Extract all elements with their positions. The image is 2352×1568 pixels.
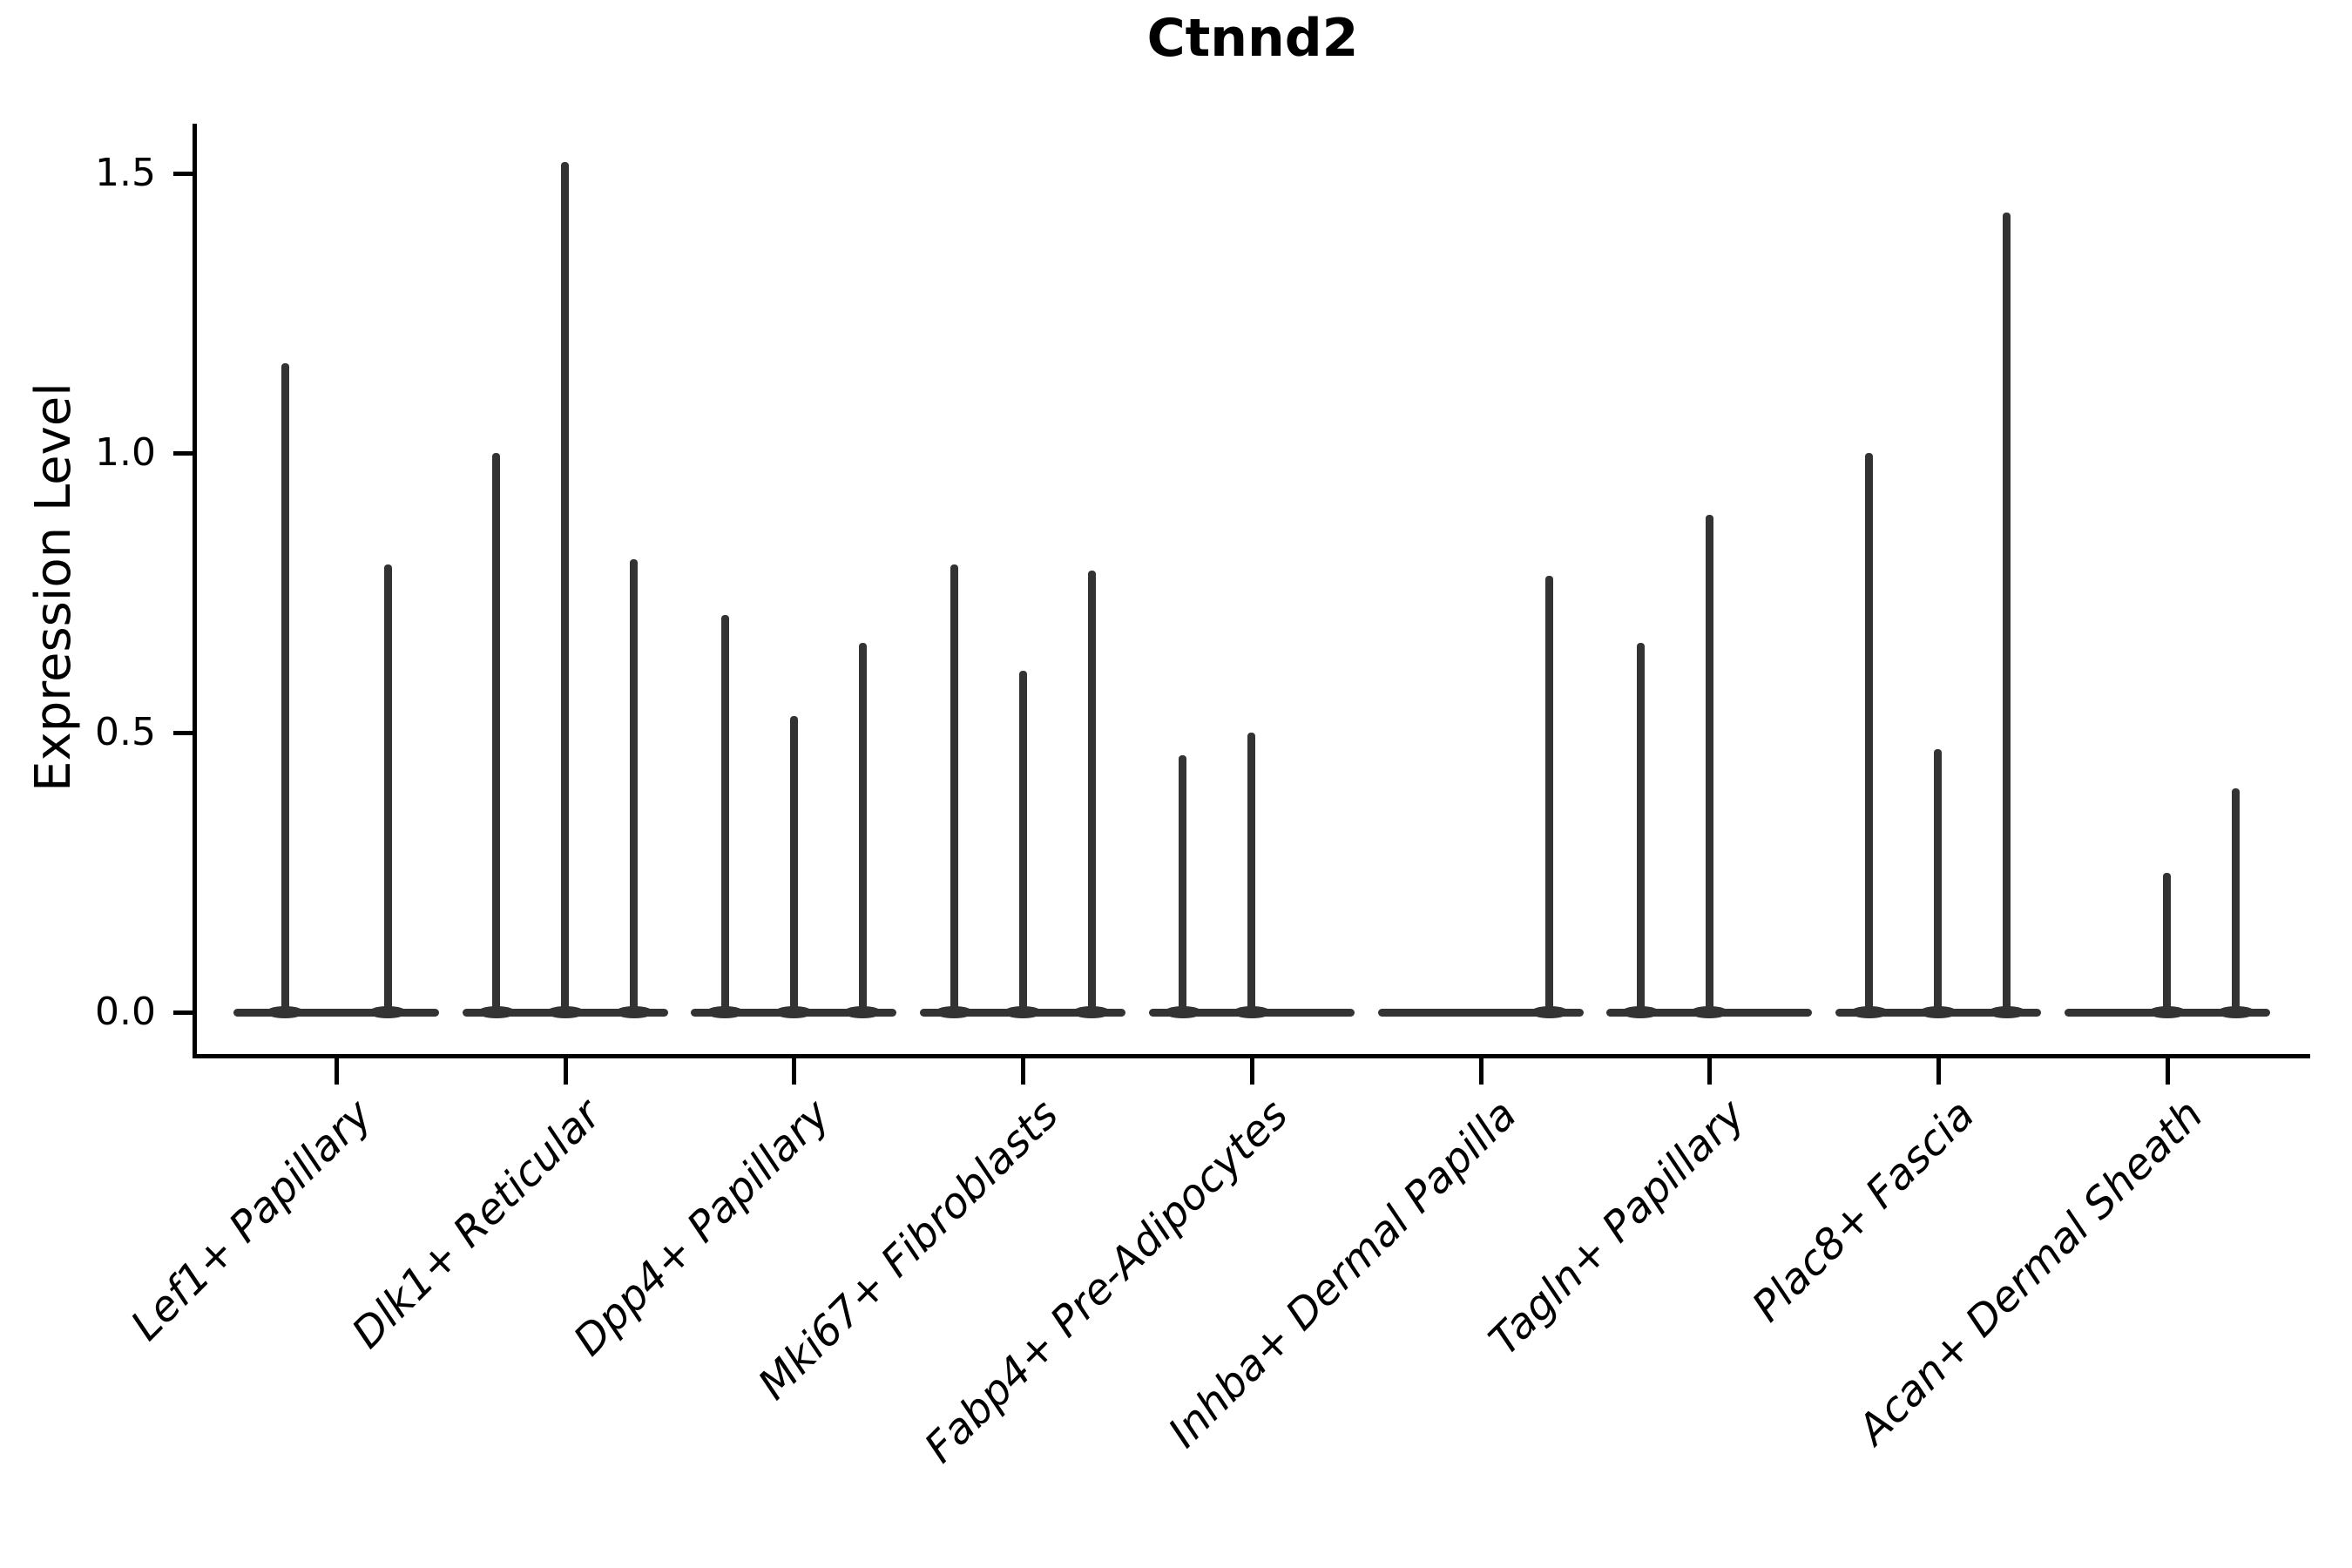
- violin-spike: [1934, 749, 1943, 1012]
- violin-spike: [858, 643, 867, 1012]
- violin-spike: [280, 363, 289, 1012]
- y-tick: [173, 172, 193, 176]
- violin-base-bump: [476, 1006, 516, 1018]
- violin-spike: [383, 564, 392, 1012]
- violin-base-bump: [614, 1006, 653, 1018]
- violin-base-bump: [1072, 1006, 1112, 1018]
- violin-base-bump: [1621, 1006, 1660, 1018]
- x-tick: [1707, 1058, 1713, 1085]
- x-tick-label: Tagln+ Papillary: [1480, 1090, 1755, 1365]
- y-tick-label: 1.5: [95, 151, 156, 195]
- violin-spike: [950, 564, 958, 1012]
- x-tick-label: Lef1+ Papillary: [122, 1090, 382, 1350]
- x-tick: [563, 1058, 568, 1085]
- violin-base-bump: [1918, 1006, 1957, 1018]
- y-axis-label: Expression Level: [25, 382, 82, 792]
- plot-title: Ctnnd2: [1146, 8, 1359, 69]
- y-tick: [173, 1010, 193, 1015]
- violin-spike: [1705, 514, 1713, 1012]
- violin-spike: [1018, 671, 1027, 1012]
- violin-base-bump: [1987, 1006, 2026, 1018]
- violin-base-bump: [843, 1006, 882, 1018]
- violin-base-bump: [266, 1006, 304, 1018]
- x-tick-label: Fabp4+ Pre-Adipocytes: [915, 1090, 1297, 1473]
- violin-base-bump: [1232, 1006, 1271, 1018]
- violin-base-bump: [935, 1006, 974, 1018]
- violin-spike: [561, 162, 570, 1012]
- violin-base-bump: [2216, 1006, 2255, 1018]
- violin-spike: [1247, 733, 1256, 1012]
- x-axis: [193, 1054, 2310, 1058]
- y-tick: [173, 451, 193, 456]
- violin-base-bump: [368, 1006, 407, 1018]
- x-tick: [2165, 1058, 2170, 1085]
- x-tick: [1478, 1058, 1484, 1085]
- violin-spike: [1087, 570, 1096, 1012]
- violin-spike: [1545, 576, 1553, 1012]
- violin-spike: [720, 615, 729, 1012]
- violin-base-bump: [1004, 1006, 1043, 1018]
- violin-spike: [492, 453, 501, 1012]
- violin-spike: [1636, 643, 1645, 1012]
- violin-spike: [2003, 212, 2011, 1012]
- x-tick: [1936, 1058, 1941, 1085]
- x-tick: [792, 1058, 797, 1085]
- violin-base-bump: [1163, 1006, 1202, 1018]
- y-axis: [193, 124, 197, 1058]
- x-tick: [1249, 1058, 1254, 1085]
- y-tick-label: 1.0: [95, 430, 156, 475]
- violin-base-bump: [706, 1006, 745, 1018]
- violin-base-bump: [774, 1006, 814, 1018]
- y-tick-label: 0.0: [95, 990, 156, 1034]
- x-tick: [335, 1058, 339, 1085]
- violin-spike: [1865, 453, 1874, 1012]
- y-tick: [173, 731, 193, 735]
- y-tick-label: 0.5: [95, 710, 156, 754]
- violin-spike: [789, 715, 798, 1012]
- violin-zero-bar: [1377, 1008, 1584, 1017]
- violin-spike: [2232, 788, 2240, 1012]
- x-tick: [1021, 1058, 1026, 1085]
- violin-spike: [1179, 754, 1187, 1012]
- violin-base-bump: [1530, 1006, 1569, 1018]
- violin-base-bump: [2147, 1006, 2186, 1018]
- violin-base-bump: [1690, 1006, 1729, 1018]
- violin-spike: [630, 558, 639, 1012]
- x-tick-label: Dlk1+ Reticular: [342, 1090, 611, 1358]
- x-tick-label: Dpp4+ Papillary: [564, 1090, 840, 1366]
- violin-spike: [2163, 872, 2172, 1012]
- x-tick-label: Plac8+ Fascia: [1742, 1090, 1984, 1332]
- violin-base-bump: [1849, 1006, 1889, 1018]
- violin-base-bump: [545, 1006, 585, 1018]
- violin-zero-bar: [233, 1008, 439, 1017]
